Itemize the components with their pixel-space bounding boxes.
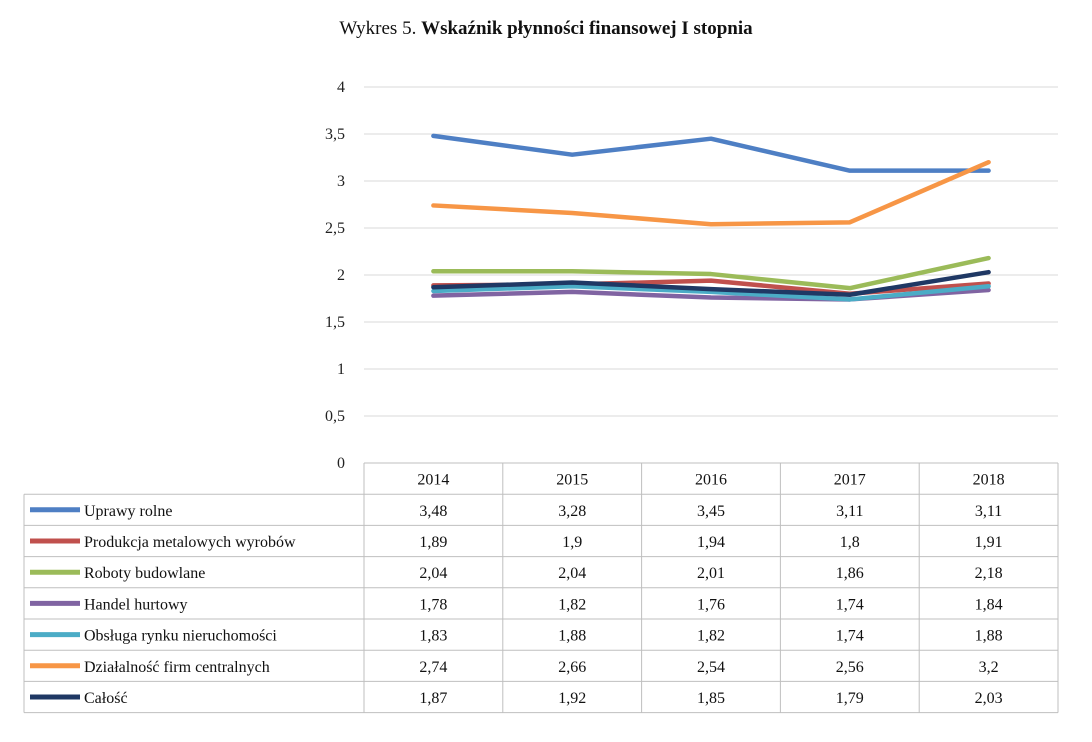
data-cell: 2,18 [975, 565, 1003, 582]
data-cell: 1,89 [419, 534, 447, 551]
data-cell: 1,79 [836, 690, 864, 707]
data-cell: 3,11 [975, 503, 1002, 520]
chart-title: Wykres 5. Wskaźnik płynności finansowej … [0, 18, 1092, 40]
legend-label: Roboty budowlane [84, 565, 205, 582]
data-cell: 2,03 [975, 690, 1003, 707]
data-cell: 2,04 [419, 565, 447, 582]
legend-label: Działalność firm centralnych [84, 659, 270, 676]
data-cell: 3,11 [836, 503, 863, 520]
data-cell: 1,74 [836, 628, 864, 645]
y-tick-label: 2,5 [325, 220, 345, 237]
gridlines [364, 86, 1058, 417]
data-cell: 1,82 [558, 596, 586, 613]
legend-label: Uprawy rolne [84, 503, 172, 520]
data-cell: 3,28 [558, 503, 586, 520]
series-lines [431, 133, 991, 302]
data-cell: 3,45 [697, 503, 725, 520]
data-cell: 1,91 [975, 534, 1003, 551]
data-cell: 1,84 [975, 596, 1003, 613]
data-cell: 1,88 [975, 628, 1003, 645]
y-tick-label: 4 [337, 79, 345, 96]
data-cell: 1,78 [419, 596, 447, 613]
series-line [431, 159, 991, 227]
data-cell: 1,82 [697, 628, 725, 645]
series-line [431, 284, 991, 302]
data-cell: 2,54 [697, 659, 725, 676]
data-cell: 3,2 [979, 659, 999, 676]
data-cell: 1,85 [697, 690, 725, 707]
series-line [431, 133, 991, 173]
series-line [431, 255, 991, 291]
data-cell: 1,86 [836, 565, 864, 582]
x-category-label: 2018 [973, 472, 1005, 489]
data-cell: 1,83 [419, 628, 447, 645]
data-cell: 1,92 [558, 690, 586, 707]
x-category-label: 2014 [417, 472, 449, 489]
legend-label: Handel hurtowy [84, 596, 188, 613]
data-cell: 1,8 [840, 534, 860, 551]
legend-label: Całość [84, 690, 128, 707]
data-cell: 3,48 [419, 503, 447, 520]
data-cell: 1,74 [836, 596, 864, 613]
y-axis-ticks: 0 0,5 1 1,5 2 2,5 3 3,5 4 [325, 79, 345, 472]
x-category-label: 2015 [556, 472, 588, 489]
y-tick-label: 3,5 [325, 126, 345, 143]
data-cell: 1,88 [558, 628, 586, 645]
data-cell: 1,76 [697, 596, 725, 613]
data-cell: 1,94 [697, 534, 725, 551]
y-tick-label: 1 [337, 361, 345, 378]
legend-label: Obsługa rynku nieruchomości [84, 628, 277, 645]
chart-title-prefix: Wykres 5. [339, 18, 422, 39]
y-tick-label: 2 [337, 267, 345, 284]
y-tick-label: 1,5 [325, 314, 345, 331]
data-cell: 2,66 [558, 659, 586, 676]
chart-title-main: Wskaźnik płynności finansowej I stopnia [421, 18, 753, 39]
data-cell: 1,9 [562, 534, 582, 551]
data-cell: 2,74 [419, 659, 447, 676]
data-table: 2014 2015 2016 2017 2018 Uprawy rolne 3,48 3,28… [23, 462, 1059, 714]
y-tick-label: 3 [337, 173, 345, 190]
y-tick-label: 0 [337, 455, 345, 472]
data-cell: 2,01 [697, 565, 725, 582]
x-category-label: 2017 [834, 472, 866, 489]
series-line [431, 269, 991, 297]
x-category-label: 2016 [695, 472, 727, 489]
y-tick-label: 0,5 [325, 408, 345, 425]
data-cell: 2,04 [558, 565, 586, 582]
data-cell: 1,87 [419, 690, 447, 707]
data-cell: 2,56 [836, 659, 864, 676]
legend-label: Produkcja metalowych wyrobów [84, 534, 296, 551]
